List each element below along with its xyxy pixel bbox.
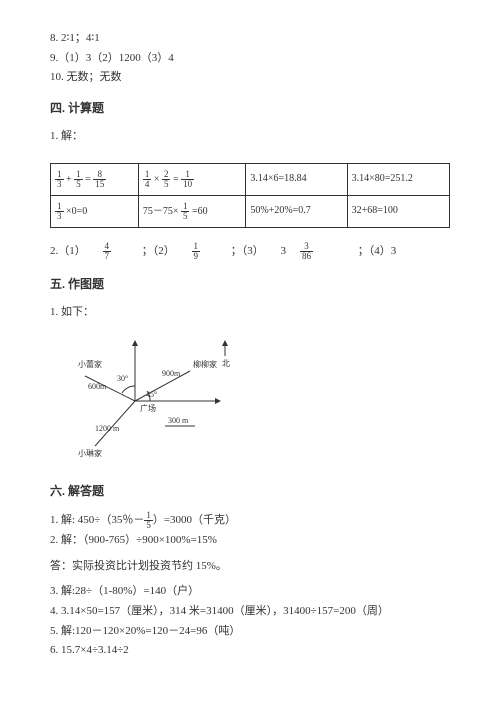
line-10: 10. 无数；无数 — [50, 69, 450, 87]
cell-1-3: 3.14×6=18.84 — [246, 163, 347, 195]
ans-3: 3. 解:28÷（1-80%）=140（户） — [50, 583, 450, 601]
ans-1: 1. 解: 450÷（35％－15）=3000（千克） — [50, 511, 450, 530]
section-4-title: 四. 计算题 — [50, 99, 450, 118]
line-9: 9.（1）3（2）1200（3）4 — [50, 50, 450, 68]
ans-2: 2. 解：（900-765）÷900×100%=15% — [50, 532, 450, 550]
ans-4: 4. 3.14×50=157（厘米），314 米=31400（厘米），31400… — [50, 603, 450, 621]
ans-5: 5. 解:120－120×20%=120－24=96（吨） — [50, 623, 450, 641]
lbl-top: 小蕾家 — [78, 359, 102, 369]
section-6-title: 六. 解答题 — [50, 482, 450, 501]
cell-1-1: 13 + 15 = 815 — [51, 163, 139, 195]
cell-2-3: 50%+20%=0.7 — [246, 195, 347, 227]
lbl-ang1: 30° — [117, 374, 128, 383]
cell-2-1: 13 ×0=0 — [51, 195, 139, 227]
lbl-bottom: 小琳家 — [78, 448, 102, 458]
cell-2-2: 75－75× 15 =60 — [138, 195, 246, 227]
q5-1-label: 1. 如下： — [50, 304, 450, 322]
cell-2-4: 32+68=100 — [347, 195, 449, 227]
lbl-ne: 柳柳家 — [193, 359, 217, 369]
q4-1-label: 1. 解： — [50, 128, 450, 146]
direction-diagram: 小蕾家 600m 30° 900m 45° 广场 北 柳柳家 1200 m 30… — [50, 331, 450, 468]
q4-2: 2.（1） 47 ；（2） 19 ；（3） 3386 ；（4）3 — [50, 242, 450, 261]
lbl-left: 600m — [88, 382, 107, 391]
lbl-bl: 1200 m — [95, 424, 120, 433]
line-8: 8. 2∶1；4∶1 — [50, 30, 450, 48]
lbl-scale: 300 m — [168, 416, 189, 425]
lbl-ang2: 45° — [146, 390, 157, 399]
lbl-center: 广场 — [140, 403, 156, 413]
table-row: 13 ×0=0 75－75× 15 =60 50%+20%=0.7 32+68=… — [51, 195, 450, 227]
cell-1-4: 3.14×80=251.2 — [347, 163, 449, 195]
lbl-r1: 900m — [162, 369, 181, 378]
table-row: 13 + 15 = 815 14 × 25 = 110 3.14×6=18.84… — [51, 163, 450, 195]
ans-2b: 答：实际投资比计划投资节约 15%。 — [50, 558, 450, 576]
section-5-title: 五. 作图题 — [50, 275, 450, 294]
calc-table: 13 + 15 = 815 14 × 25 = 110 3.14×6=18.84… — [50, 163, 450, 228]
ans-6: 6. 15.7×4÷3.14÷2 — [50, 642, 450, 660]
lbl-north: 北 — [222, 359, 230, 368]
cell-1-2: 14 × 25 = 110 — [138, 163, 246, 195]
